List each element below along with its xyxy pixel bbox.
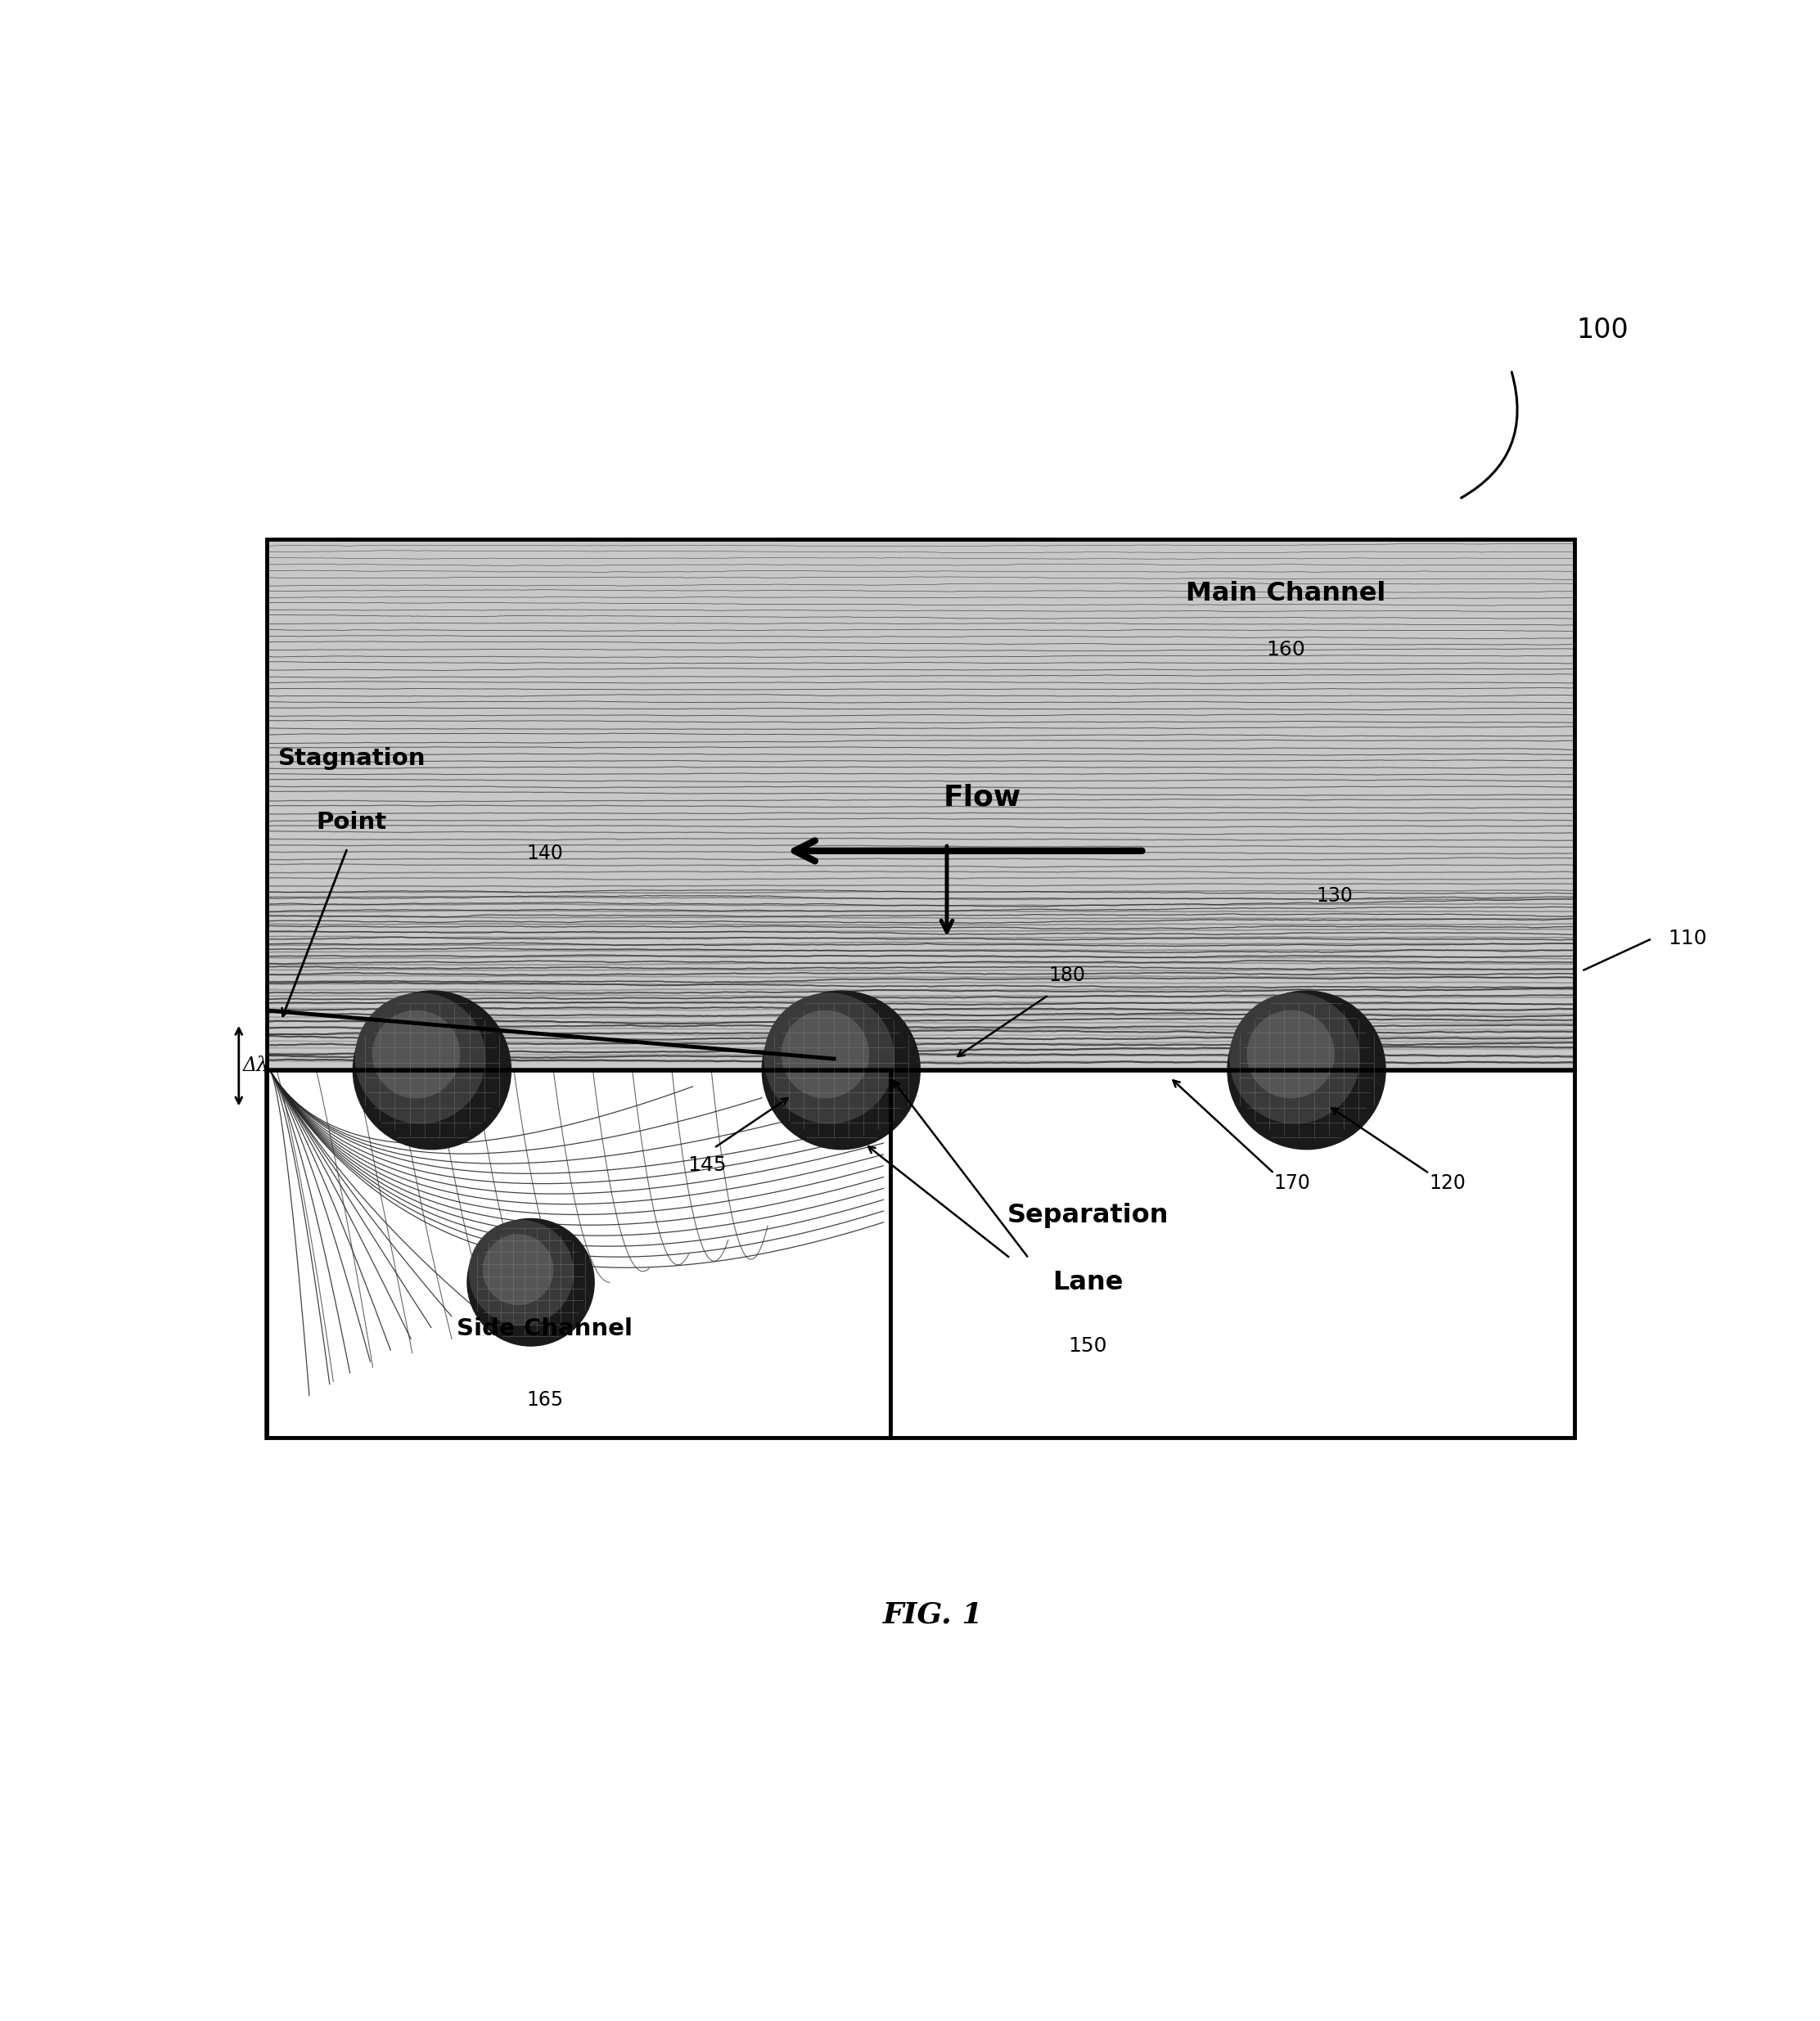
Text: Flow: Flow [943,784,1021,810]
Circle shape [468,1219,595,1346]
Circle shape [763,990,921,1150]
Text: Stagnation: Stagnation [278,748,426,770]
Text: 165: 165 [526,1390,564,1409]
Text: 120: 120 [1429,1174,1465,1192]
Circle shape [1230,992,1360,1124]
Circle shape [1247,1011,1334,1097]
Text: Lane: Lane [1052,1269,1123,1295]
Circle shape [783,1011,868,1097]
Text: 110: 110 [1667,930,1707,948]
Circle shape [1227,990,1385,1150]
FancyArrowPatch shape [1461,372,1518,497]
Text: FIG. 1: FIG. 1 [883,1601,983,1629]
Circle shape [470,1221,573,1326]
Text: 170: 170 [1274,1174,1310,1192]
Bar [268,540,1574,1071]
Circle shape [373,1011,460,1097]
Text: Δλ: Δλ [244,1057,269,1075]
Text: Point: Point [317,810,388,835]
Bar [268,1069,1574,1439]
Text: 160: 160 [1267,641,1305,659]
Circle shape [764,992,894,1124]
Circle shape [353,990,511,1150]
Text: 145: 145 [688,1156,726,1174]
Text: 180: 180 [1048,966,1085,984]
Text: 130: 130 [1316,887,1352,905]
Bar [268,540,1574,1439]
Text: 140: 140 [526,845,562,863]
Circle shape [355,992,484,1124]
Text: Side Channel: Side Channel [457,1318,633,1340]
Text: Separation: Separation [1006,1202,1168,1229]
Text: 100: 100 [1576,317,1629,344]
Text: Main Channel: Main Channel [1185,580,1385,606]
Circle shape [482,1235,553,1306]
Text: 150: 150 [1068,1336,1107,1356]
